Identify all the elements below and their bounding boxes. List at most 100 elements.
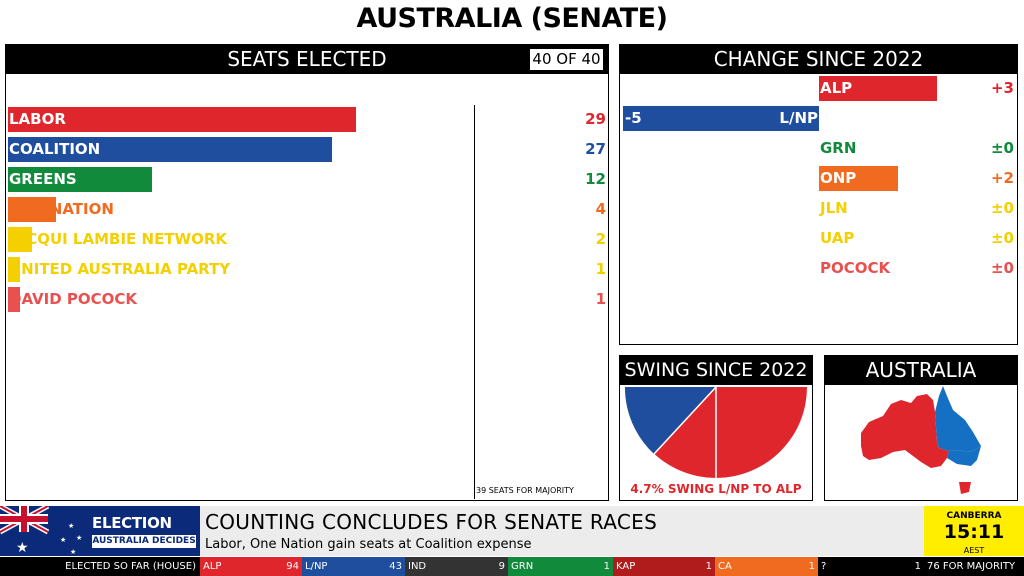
- strip-segment-value: 1: [603, 561, 610, 572]
- seats-elected-panel: SEATS ELECTED 40 OF 40 LABOR 29 COALITION 2…: [5, 44, 609, 501]
- strip-segment-value: 1: [705, 561, 712, 572]
- seat-row: COALITION 27: [8, 137, 608, 162]
- change-value: ±0: [990, 139, 1014, 157]
- swing-divider-a: [653, 386, 717, 455]
- clock-city: CANBERRA: [946, 511, 1002, 521]
- seats-elected-heading: SEATS ELECTED: [6, 45, 608, 74]
- change-value: -5: [625, 109, 642, 127]
- change-row: POCOCK ±0: [620, 256, 1017, 281]
- seat-value: 1: [595, 290, 606, 308]
- svg-text:★: ★: [60, 536, 66, 544]
- change-value: ±0: [990, 229, 1014, 247]
- change-label: GRN: [820, 139, 857, 157]
- strip-segment-value: 94: [286, 561, 299, 572]
- change-label: L/NP: [779, 109, 818, 127]
- strip-segment-label: L/NP: [305, 561, 328, 572]
- ticker-subline: Labor, One Nation gain seats at Coalitio…: [205, 537, 532, 552]
- strip-segment-label: CA: [718, 561, 732, 572]
- change-row: JLN ±0: [620, 196, 1017, 221]
- strip-segment: ALP 94: [200, 557, 302, 576]
- seat-label: COALITION: [9, 140, 101, 158]
- change-row: ALP +3: [620, 76, 1017, 101]
- strip-segment-label: IND: [408, 561, 427, 572]
- seat-value: 29: [585, 110, 606, 128]
- change-label: JLN: [820, 199, 848, 217]
- strip-segment: GRN 1: [508, 557, 613, 576]
- swing-heading: SWING SINCE 2022: [620, 356, 812, 385]
- seat-row: GREENS 12: [8, 167, 608, 192]
- majority-label: 39 SEATS FOR MAJORITY: [476, 486, 574, 495]
- seat-value: 1: [595, 260, 606, 278]
- change-bar: [819, 76, 937, 101]
- strip-intro: ELECTED SO FAR (HOUSE): [65, 561, 196, 572]
- swing-panel: SWING SINCE 2022 4.7% SWING L/NP TO ALP: [619, 355, 813, 501]
- map-mainland-red: [861, 394, 949, 468]
- seat-row: LABOR 29: [8, 107, 608, 132]
- change-bar: [819, 166, 898, 191]
- map-tasmania: [959, 482, 971, 494]
- seat-label: ONE NATION: [9, 200, 114, 218]
- australian-flag: ★ ★ ★ ★ ★: [0, 503, 86, 556]
- strip-segment: L/NP 43: [302, 557, 405, 576]
- seat-count-badge: 40 OF 40: [529, 48, 604, 71]
- seats-elected-title: SEATS ELECTED: [227, 47, 387, 71]
- strip-segment-label: GRN: [511, 561, 534, 572]
- logo-subtitle: AUSTRALIA DECIDES: [92, 535, 196, 548]
- seat-row: DAVID POCOCK 1: [8, 287, 608, 312]
- svg-text:★: ★: [70, 548, 76, 556]
- change-title: CHANGE SINCE 2022: [713, 47, 924, 71]
- change-label: ONP: [820, 169, 857, 187]
- seat-bar: [8, 197, 56, 222]
- strip-segment: ? 1: [818, 557, 924, 576]
- flag-icon: ★ ★ ★ ★ ★: [0, 503, 86, 556]
- clock-timezone: AEST: [963, 546, 985, 555]
- clock-time: 15:11: [943, 521, 1005, 543]
- seat-label: GREENS: [9, 170, 77, 188]
- strip-majority: 76 FOR MAJORITY: [924, 557, 1024, 576]
- strip-segment: KAP 1: [613, 557, 715, 576]
- change-panel: CHANGE SINCE 2022 ALP +3 L/NP -5 GRN ±0 ONP +2 J…: [619, 44, 1018, 345]
- seat-bar: [8, 167, 152, 192]
- svg-text:★: ★: [76, 534, 82, 542]
- swing-segment-lnp: [624, 387, 716, 454]
- australia-map: [861, 386, 981, 494]
- seat-label: DAVID POCOCK: [9, 290, 138, 308]
- strip-segment-label: KAP: [616, 561, 636, 572]
- strip-segment-label: ?: [821, 561, 827, 572]
- strip-segment: CA 1: [715, 557, 818, 576]
- clock-box: CANBERRA 15:11 AEST: [924, 506, 1024, 556]
- change-label: UAP: [820, 229, 855, 247]
- seat-label: JACQUI LAMBIE NETWORK: [9, 230, 228, 248]
- majority-line: [474, 105, 475, 499]
- seat-value: 27: [585, 140, 606, 158]
- seat-bar: [8, 227, 32, 252]
- seat-label: LABOR: [9, 110, 66, 128]
- seat-row: JACQUI LAMBIE NETWORK 2: [8, 227, 608, 252]
- swing-title: SWING SINCE 2022: [624, 359, 808, 381]
- seat-row: ONE NATION 4: [8, 197, 608, 222]
- strip-majority-label: 76 FOR MAJORITY: [927, 561, 1016, 572]
- house-results-strip: ELECTED SO FAR (HOUSE) ALP 94 L/NP 43 IND 9 GR…: [0, 557, 1024, 576]
- seat-value: 2: [595, 230, 606, 248]
- strip-segment: IND 9: [405, 557, 508, 576]
- map-nsw-blue: [947, 446, 981, 466]
- ticker-headline: COUNTING CONCLUDES FOR SENATE RACES: [205, 510, 658, 534]
- seat-bar: [8, 287, 20, 312]
- map-heading: AUSTRALIA: [825, 356, 1017, 385]
- seat-bar: [8, 107, 356, 132]
- seat-value: 4: [595, 200, 606, 218]
- seat-value: 12: [585, 170, 606, 188]
- strip-segment-value: 9: [498, 561, 505, 572]
- strip-segment-value: 43: [389, 561, 402, 572]
- change-value: +3: [990, 79, 1014, 97]
- australia-map-panel: AUSTRALIA: [824, 355, 1018, 501]
- change-row: L/NP -5: [620, 106, 1017, 131]
- change-heading: CHANGE SINCE 2022: [620, 45, 1017, 74]
- seat-bar: [8, 257, 20, 282]
- svg-text:★: ★: [68, 522, 74, 530]
- strip-segment-label: ALP: [203, 561, 222, 572]
- change-value: ±0: [990, 199, 1014, 217]
- change-value: ±0: [990, 259, 1014, 277]
- strip-segment-value: 1: [808, 561, 815, 572]
- seat-bar: [8, 137, 332, 162]
